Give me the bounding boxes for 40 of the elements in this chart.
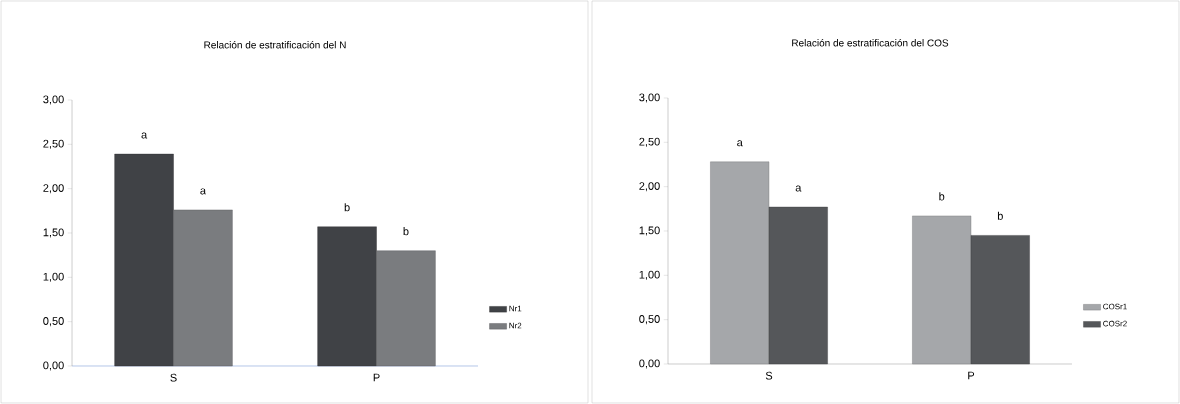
data-label: b bbox=[344, 203, 350, 212]
data-label: b bbox=[939, 192, 945, 201]
y-tick-label: 1,00 bbox=[639, 270, 660, 280]
bar bbox=[912, 215, 972, 365]
y-tick-label: 2,00 bbox=[43, 184, 64, 194]
x-tick-label: P bbox=[373, 373, 380, 382]
bar bbox=[970, 235, 1030, 365]
y-tick-label: 3,00 bbox=[639, 93, 660, 103]
legend-label: Nr2 bbox=[509, 322, 522, 329]
x-tick-label: S bbox=[765, 371, 773, 380]
chart-title: Relación de estratificación del N bbox=[204, 40, 346, 49]
y-tick-label: 3,00 bbox=[43, 95, 64, 105]
legend-label: Nr1 bbox=[509, 305, 522, 312]
y-tick-label: 0,50 bbox=[43, 317, 64, 327]
y-tick-label: 0,00 bbox=[43, 361, 64, 371]
y-tick-label: 1,50 bbox=[639, 226, 660, 236]
bar bbox=[317, 226, 377, 367]
bar bbox=[173, 209, 233, 367]
data-label: a bbox=[795, 185, 802, 192]
data-label: b bbox=[997, 211, 1003, 220]
data-label: b bbox=[403, 227, 409, 236]
bar bbox=[710, 161, 770, 365]
bar bbox=[768, 206, 828, 365]
y-tick-label: 1,00 bbox=[43, 272, 64, 282]
x-tick-label: P bbox=[968, 371, 975, 380]
y-tick-label: 1,50 bbox=[43, 228, 64, 238]
data-label: a bbox=[200, 188, 207, 195]
x-tick-label: S bbox=[170, 373, 177, 382]
y-tick-label: 2,50 bbox=[43, 139, 64, 149]
y-tick-label: 0,50 bbox=[639, 315, 660, 325]
bar bbox=[376, 250, 436, 367]
y-tick-label: 0,00 bbox=[639, 359, 660, 369]
data-label: a bbox=[737, 140, 743, 147]
data-label: a bbox=[141, 132, 148, 139]
y-tick-label: 2,00 bbox=[639, 182, 660, 192]
y-tick-label: 2,50 bbox=[639, 137, 660, 147]
bar bbox=[114, 153, 174, 367]
legend-label: COSr1 bbox=[1103, 303, 1127, 310]
legend-label: COSr2 bbox=[1103, 320, 1127, 327]
chart-title: Relación de estratificación del COS bbox=[792, 38, 949, 47]
